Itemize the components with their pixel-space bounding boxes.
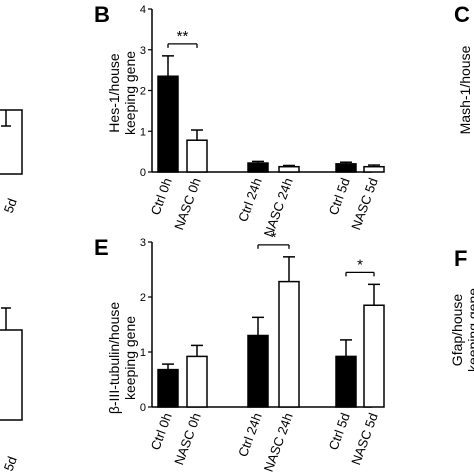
category-label: Ctrl 0h <box>148 411 175 452</box>
panel-a-fragment: 5d <box>0 109 23 215</box>
panel-b-ylabel: Hes-1/house keeping gene <box>106 51 138 135</box>
bar <box>157 75 179 173</box>
bar <box>335 163 357 173</box>
category-label: NASC 0h <box>171 411 204 467</box>
panel-c-letter: C <box>454 2 470 27</box>
bar <box>363 165 385 173</box>
significance-label: * <box>357 256 363 273</box>
bar <box>247 334 269 408</box>
y-tick-label: 0 <box>140 402 146 414</box>
panel-b: B Hes-1/house keeping gene 0 1 2 3 4 Ctrl 0h… <box>94 2 385 239</box>
panel-b-letter: B <box>94 2 110 27</box>
bar <box>278 165 300 173</box>
panel-b-significance: ** <box>167 28 198 48</box>
panel-d-fragment: 5d <box>0 307 23 473</box>
y-tick-label: 3 <box>140 237 146 249</box>
y-tick-label: 3 <box>140 45 146 57</box>
panel-f-fragment: F Gfap/house keeping gene <box>449 246 474 372</box>
panel-e-ytick-labels: 0 1 2 3 <box>140 237 146 414</box>
panel-e: E β-III-tubulin/house keeping gene 0123 … <box>94 229 385 474</box>
panel-c-fragment: C Mash-1/house <box>454 2 473 134</box>
panel-b-ylabel-line-2: keeping gene <box>122 51 138 135</box>
panel-b-ytick-labels: 0 1 2 3 4 <box>140 4 146 179</box>
category-label: NASC 5d <box>348 176 381 232</box>
y-tick-label: 2 <box>140 86 146 98</box>
category-label: Ctrl 0h <box>148 176 175 217</box>
y-tick-label: 0 <box>140 167 146 179</box>
y-tick-label: 4 <box>140 4 146 16</box>
bar <box>186 355 208 408</box>
category-label: Ctrl 5d <box>326 176 353 217</box>
bar <box>157 368 179 408</box>
panel-f-letter: F <box>454 246 467 271</box>
significance-label: * <box>271 229 277 246</box>
panel-e-bars <box>157 256 385 408</box>
bar <box>363 304 385 408</box>
category-label: Ctrl 24h <box>235 176 265 224</box>
bar <box>247 162 269 173</box>
panel-d-bar <box>0 329 23 421</box>
bar <box>335 355 357 408</box>
panel-b-ylabel-line-1: Hes-1/house <box>106 53 122 133</box>
panel-c-ylabel: Mash-1/house <box>457 45 473 134</box>
category-label: NASC 24h <box>261 411 296 474</box>
panel-a-bar <box>0 109 23 175</box>
significance-label: ** <box>177 28 189 45</box>
panel-f-ylabel-line-1: Gfap/house <box>449 294 465 367</box>
y-tick-label: 1 <box>140 126 146 138</box>
category-label: Ctrl 5d <box>326 411 353 452</box>
panel-b-bars <box>157 55 385 173</box>
category-label: Ctrl 24h <box>235 411 265 459</box>
y-tick-label: 1 <box>140 347 146 359</box>
category-label: NASC 0h <box>171 176 204 232</box>
category-label: NASC 24h <box>261 176 296 239</box>
category-label: NASC 5d <box>348 411 381 467</box>
panel-e-ylabel-line-2: keeping gene <box>122 316 138 400</box>
bar <box>278 280 300 408</box>
y-tick-label: 2 <box>140 292 146 304</box>
panel-a-tick-label: 5d <box>1 196 20 215</box>
panel-f-ylabel-line-2: keeping gene <box>465 288 474 372</box>
panel-e-ylabel: β-III-tubulin/house keeping gene <box>106 302 138 415</box>
panel-e-significance: ** <box>257 229 375 277</box>
panel-d-tick-label: 5d <box>1 454 20 473</box>
panel-e-letter: E <box>94 235 109 260</box>
bar <box>186 139 208 173</box>
panel-f-ylabel: Gfap/house keeping gene <box>449 288 474 372</box>
panel-e-ylabel-line-1: β-III-tubulin/house <box>106 302 122 415</box>
